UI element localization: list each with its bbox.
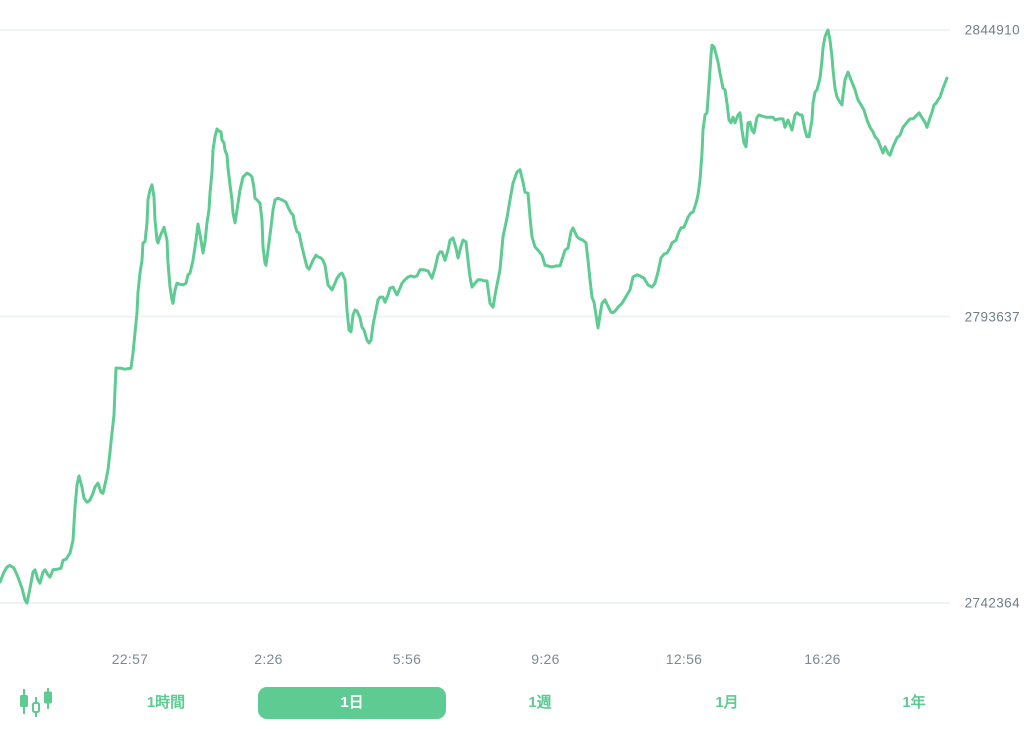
range-button-1year[interactable]: 1年 xyxy=(896,687,931,719)
x-axis-label: 12:56 xyxy=(665,651,703,667)
range-button-1week[interactable]: 1週 xyxy=(522,687,557,719)
x-axis-label: 9:26 xyxy=(531,651,560,667)
x-axis-label: 22:57 xyxy=(111,651,149,667)
y-axis-label: 2742364 xyxy=(964,595,1020,611)
range-button-1day-selected[interactable]: 1日 xyxy=(258,687,446,719)
price-line xyxy=(0,28,949,605)
price-line-chart[interactable] xyxy=(0,0,1024,630)
y-axis-label: 2844910 xyxy=(964,22,1020,38)
x-axis-label: 2:26 xyxy=(254,651,283,667)
x-axis-label: 5:56 xyxy=(392,651,422,667)
chart-style-toggle-button[interactable] xyxy=(16,687,56,719)
y-axis-label: 2793637 xyxy=(964,309,1020,324)
x-axis-label: 16:26 xyxy=(804,651,841,667)
candlestick-icon xyxy=(20,688,52,717)
range-button-1month[interactable]: 1月 xyxy=(709,687,744,719)
range-button-1hour[interactable]: 1時間 xyxy=(141,687,191,719)
